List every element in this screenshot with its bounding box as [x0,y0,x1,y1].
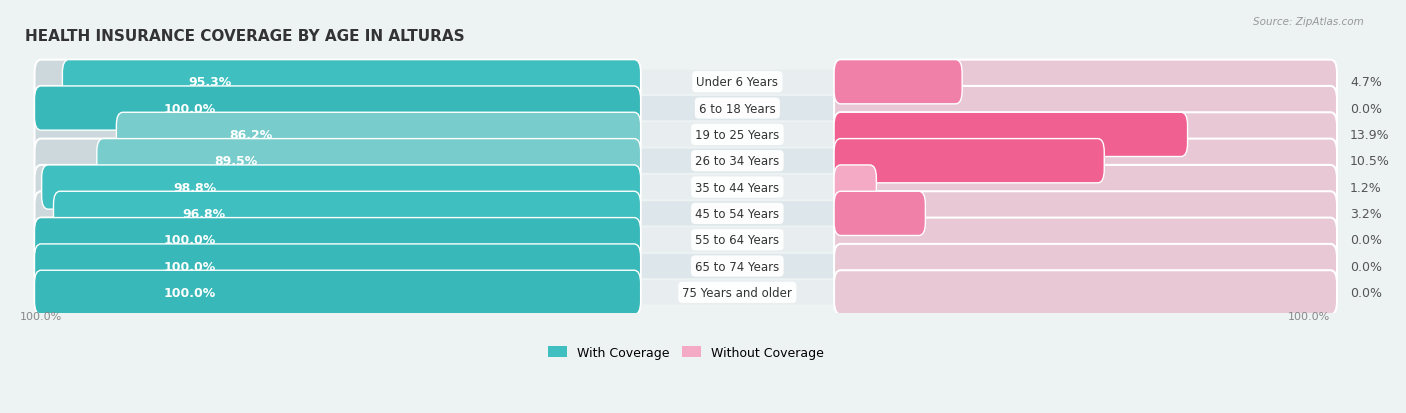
FancyBboxPatch shape [41,254,1330,278]
FancyBboxPatch shape [35,192,641,236]
Text: 98.8%: 98.8% [173,181,217,194]
FancyBboxPatch shape [41,202,1330,226]
FancyBboxPatch shape [41,280,1330,305]
Text: 6 to 18 Years: 6 to 18 Years [699,102,776,115]
FancyBboxPatch shape [35,87,641,131]
Text: 0.0%: 0.0% [1350,260,1382,273]
Text: 100.0%: 100.0% [163,234,215,247]
FancyBboxPatch shape [834,244,1337,288]
FancyBboxPatch shape [35,139,641,183]
FancyBboxPatch shape [834,192,1337,236]
Text: 95.3%: 95.3% [188,76,232,89]
Text: 45 to 54 Years: 45 to 54 Years [696,207,779,221]
Text: 0.0%: 0.0% [1350,286,1382,299]
Text: 100.0%: 100.0% [163,260,215,273]
Text: 75 Years and older: 75 Years and older [682,286,793,299]
FancyBboxPatch shape [35,244,641,288]
FancyBboxPatch shape [41,97,1330,121]
FancyBboxPatch shape [834,218,1337,262]
Text: 65 to 74 Years: 65 to 74 Years [695,260,779,273]
Text: 86.2%: 86.2% [229,128,273,142]
FancyBboxPatch shape [834,139,1104,183]
FancyBboxPatch shape [834,87,1337,131]
FancyBboxPatch shape [35,244,641,288]
FancyBboxPatch shape [834,139,1337,183]
FancyBboxPatch shape [41,176,1330,199]
Text: 100.0%: 100.0% [163,102,215,115]
Text: 89.5%: 89.5% [214,155,257,168]
FancyBboxPatch shape [834,60,1337,104]
Text: 96.8%: 96.8% [181,207,225,221]
Text: 19 to 25 Years: 19 to 25 Years [695,128,779,142]
FancyBboxPatch shape [41,123,1330,147]
FancyBboxPatch shape [35,218,641,262]
FancyBboxPatch shape [41,149,1330,173]
FancyBboxPatch shape [42,166,641,210]
Text: 4.7%: 4.7% [1350,76,1382,89]
FancyBboxPatch shape [53,192,641,236]
FancyBboxPatch shape [834,192,925,236]
Legend: With Coverage, Without Coverage: With Coverage, Without Coverage [543,341,828,364]
Text: HEALTH INSURANCE COVERAGE BY AGE IN ALTURAS: HEALTH INSURANCE COVERAGE BY AGE IN ALTU… [25,29,465,44]
Text: 55 to 64 Years: 55 to 64 Years [696,234,779,247]
FancyBboxPatch shape [35,271,641,315]
FancyBboxPatch shape [62,60,641,104]
Text: 100.0%: 100.0% [1288,311,1330,322]
FancyBboxPatch shape [35,166,641,210]
FancyBboxPatch shape [41,228,1330,252]
Text: 1.2%: 1.2% [1350,181,1382,194]
FancyBboxPatch shape [834,113,1337,157]
FancyBboxPatch shape [35,60,641,104]
FancyBboxPatch shape [117,113,641,157]
Text: 26 to 34 Years: 26 to 34 Years [695,155,779,168]
Text: Under 6 Years: Under 6 Years [696,76,779,89]
FancyBboxPatch shape [834,113,1188,157]
FancyBboxPatch shape [35,271,641,315]
Text: 100.0%: 100.0% [163,286,215,299]
FancyBboxPatch shape [834,166,1337,210]
FancyBboxPatch shape [834,166,876,210]
Text: 0.0%: 0.0% [1350,102,1382,115]
FancyBboxPatch shape [97,139,641,183]
Text: 35 to 44 Years: 35 to 44 Years [696,181,779,194]
FancyBboxPatch shape [834,60,962,104]
Text: Source: ZipAtlas.com: Source: ZipAtlas.com [1253,17,1364,26]
FancyBboxPatch shape [35,218,641,262]
Text: 10.5%: 10.5% [1350,155,1389,168]
FancyBboxPatch shape [35,113,641,157]
Text: 3.2%: 3.2% [1350,207,1382,221]
Text: 100.0%: 100.0% [20,311,62,322]
Text: 13.9%: 13.9% [1350,128,1389,142]
FancyBboxPatch shape [834,271,1337,315]
FancyBboxPatch shape [35,87,641,131]
Text: 0.0%: 0.0% [1350,234,1382,247]
FancyBboxPatch shape [41,71,1330,95]
